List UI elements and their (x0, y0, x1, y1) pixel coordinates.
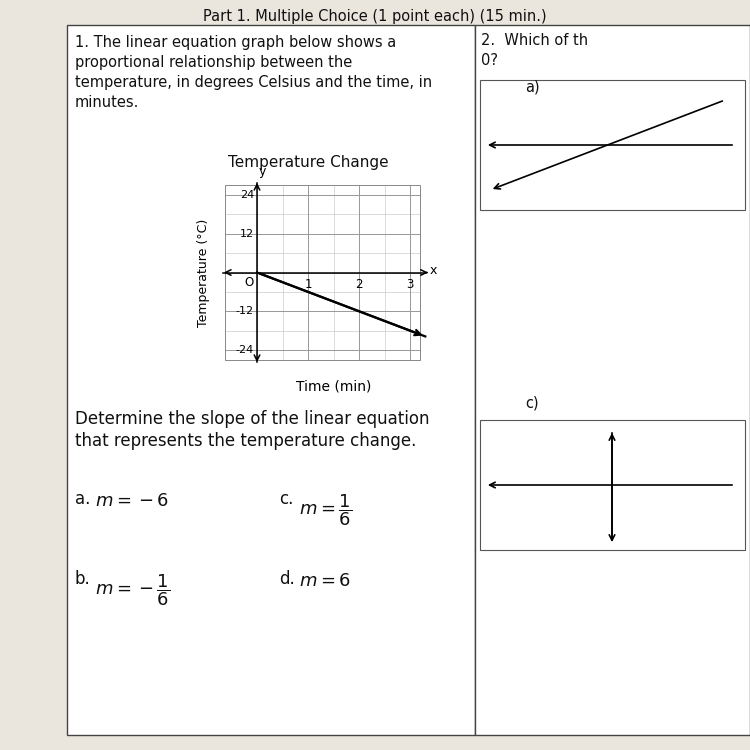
Text: 3: 3 (406, 278, 414, 290)
Text: d.: d. (279, 570, 295, 588)
Text: -24: -24 (236, 345, 254, 355)
Text: proportional relationship between the: proportional relationship between the (75, 55, 352, 70)
Text: c): c) (525, 395, 538, 410)
Text: x: x (430, 264, 437, 277)
Text: that represents the temperature change.: that represents the temperature change. (75, 432, 416, 450)
Text: temperature, in degrees Celsius and the time, in: temperature, in degrees Celsius and the … (75, 75, 432, 90)
Text: $m = \dfrac{1}{6}$: $m = \dfrac{1}{6}$ (299, 492, 352, 528)
Text: Part 1. Multiple Choice (1 point each) (15 min.): Part 1. Multiple Choice (1 point each) (… (203, 9, 547, 24)
Text: minutes.: minutes. (75, 95, 140, 110)
Text: 12: 12 (240, 229, 254, 238)
Text: $m = -6$: $m = -6$ (95, 492, 169, 510)
Bar (480, 420, 745, 550)
Text: -12: -12 (236, 306, 254, 316)
Bar (475, 25, 750, 735)
Bar (225, 185, 420, 360)
Text: 2: 2 (356, 278, 363, 290)
Text: y: y (259, 165, 266, 178)
Text: a): a) (525, 80, 540, 95)
Text: 1. The linear equation graph below shows a: 1. The linear equation graph below shows… (75, 35, 396, 50)
Bar (67, 25, 475, 735)
Text: Determine the slope of the linear equation: Determine the slope of the linear equati… (75, 410, 430, 428)
Text: Temperature (°C): Temperature (°C) (196, 218, 209, 327)
Text: 24: 24 (240, 190, 254, 200)
Text: 1: 1 (304, 278, 312, 290)
Text: 0?: 0? (481, 53, 498, 68)
Text: c.: c. (279, 490, 293, 508)
Text: b.: b. (75, 570, 91, 588)
Text: $m = -\dfrac{1}{6}$: $m = -\dfrac{1}{6}$ (95, 572, 170, 608)
Text: Time (min): Time (min) (296, 380, 371, 394)
Text: $m = 6$: $m = 6$ (299, 572, 351, 590)
Text: a.: a. (75, 490, 90, 508)
Bar (480, 80, 745, 210)
Text: O: O (244, 275, 254, 289)
Text: 2.  Which of th: 2. Which of th (481, 33, 588, 48)
Text: Temperature Change: Temperature Change (228, 155, 389, 170)
